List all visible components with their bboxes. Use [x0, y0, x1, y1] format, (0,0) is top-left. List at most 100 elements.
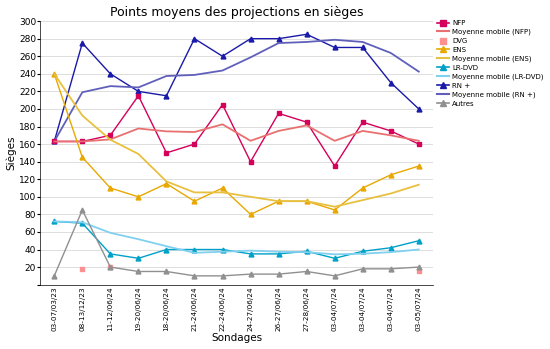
- Moyenne mobile (LR-DVD): [359, 252, 366, 256]
- Moyenne mobile (NFP): [191, 130, 198, 134]
- ENS: [191, 199, 198, 203]
- Moyenne mobile (ENS): [248, 195, 254, 199]
- Line: Moyenne mobile (RN +): Moyenne mobile (RN +): [54, 40, 419, 141]
- Moyenne mobile (NFP): [248, 139, 254, 143]
- ENS: [304, 199, 310, 203]
- NFP: [276, 111, 282, 116]
- Line: Moyenne mobile (LR-DVD): Moyenne mobile (LR-DVD): [54, 221, 419, 254]
- Autres: [79, 208, 86, 212]
- ENS: [331, 208, 338, 212]
- Moyenne mobile (ENS): [135, 152, 142, 156]
- Autres: [304, 269, 310, 274]
- Moyenne mobile (LR-DVD): [79, 220, 86, 224]
- Autres: [415, 265, 422, 269]
- RN +: [107, 72, 114, 76]
- Autres: [387, 267, 394, 271]
- Moyenne mobile (RN +): [248, 55, 254, 59]
- RN +: [79, 41, 86, 45]
- Moyenne mobile (ENS): [331, 205, 338, 209]
- Autres: [359, 267, 366, 271]
- NFP: [331, 164, 338, 168]
- NFP: [415, 142, 422, 146]
- Moyenne mobile (RN +): [191, 73, 198, 77]
- Moyenne mobile (RN +): [107, 84, 114, 88]
- Moyenne mobile (NFP): [51, 139, 58, 143]
- Moyenne mobile (LR-DVD): [331, 252, 338, 257]
- RN +: [163, 94, 170, 98]
- X-axis label: Sondages: Sondages: [211, 333, 262, 343]
- Moyenne mobile (LR-DVD): [387, 250, 394, 254]
- Moyenne mobile (LR-DVD): [107, 231, 114, 235]
- Moyenne mobile (RN +): [359, 40, 366, 44]
- RN +: [248, 37, 254, 41]
- NFP: [135, 94, 142, 98]
- LR-DVD: [191, 247, 198, 252]
- NFP: [107, 133, 114, 138]
- Autres: [219, 274, 226, 278]
- Moyenne mobile (ENS): [387, 191, 394, 195]
- Line: Moyenne mobile (NFP): Moyenne mobile (NFP): [54, 124, 419, 141]
- NFP: [248, 159, 254, 164]
- DVG: [415, 269, 422, 274]
- Moyenne mobile (ENS): [51, 72, 58, 76]
- Autres: [191, 274, 198, 278]
- RN +: [135, 89, 142, 94]
- Moyenne mobile (ENS): [276, 199, 282, 203]
- ENS: [387, 173, 394, 177]
- NFP: [163, 151, 170, 155]
- RN +: [387, 81, 394, 85]
- ENS: [107, 186, 114, 190]
- Autres: [248, 272, 254, 276]
- Legend: NFP, Moyenne mobile (NFP), DVG, ENS, Moyenne mobile (ENS), LR-DVD, Moyenne mobil: NFP, Moyenne mobile (NFP), DVG, ENS, Moy…: [436, 19, 544, 107]
- Moyenne mobile (LR-DVD): [191, 251, 198, 255]
- Moyenne mobile (ENS): [79, 113, 86, 118]
- NFP: [51, 139, 58, 143]
- Moyenne mobile (NFP): [331, 139, 338, 143]
- LR-DVD: [248, 252, 254, 256]
- RN +: [276, 37, 282, 41]
- ENS: [163, 181, 170, 186]
- NFP: [304, 120, 310, 124]
- Moyenne mobile (NFP): [276, 129, 282, 133]
- LR-DVD: [304, 249, 310, 253]
- Moyenne mobile (NFP): [415, 139, 422, 143]
- LR-DVD: [387, 246, 394, 250]
- LR-DVD: [79, 221, 86, 225]
- DVG: [107, 265, 114, 269]
- DVG: [79, 267, 86, 271]
- Moyenne mobile (LR-DVD): [415, 247, 422, 252]
- Moyenne mobile (LR-DVD): [163, 244, 170, 248]
- Moyenne mobile (RN +): [163, 74, 170, 78]
- RN +: [331, 45, 338, 50]
- ENS: [415, 164, 422, 168]
- Autres: [135, 269, 142, 274]
- RN +: [415, 107, 422, 111]
- RN +: [51, 139, 58, 143]
- Moyenne mobile (ENS): [304, 199, 310, 203]
- LR-DVD: [219, 247, 226, 252]
- LR-DVD: [415, 239, 422, 243]
- Moyenne mobile (ENS): [415, 183, 422, 187]
- Moyenne mobile (LR-DVD): [276, 250, 282, 254]
- Moyenne mobile (RN +): [331, 38, 338, 42]
- Line: NFP: NFP: [52, 93, 421, 169]
- ENS: [135, 195, 142, 199]
- RN +: [359, 45, 366, 50]
- ENS: [51, 72, 58, 76]
- Moyenne mobile (LR-DVD): [304, 250, 310, 254]
- Moyenne mobile (LR-DVD): [135, 237, 142, 241]
- Moyenne mobile (NFP): [135, 126, 142, 131]
- Autres: [331, 274, 338, 278]
- Moyenne mobile (LR-DVD): [51, 219, 58, 223]
- ENS: [248, 212, 254, 216]
- NFP: [387, 129, 394, 133]
- Autres: [163, 269, 170, 274]
- Line: LR-DVD: LR-DVD: [52, 219, 421, 261]
- LR-DVD: [163, 247, 170, 252]
- Moyenne mobile (NFP): [359, 129, 366, 133]
- Moyenne mobile (RN +): [415, 69, 422, 74]
- RN +: [191, 37, 198, 41]
- LR-DVD: [135, 256, 142, 260]
- ENS: [79, 155, 86, 159]
- Moyenne mobile (RN +): [387, 51, 394, 55]
